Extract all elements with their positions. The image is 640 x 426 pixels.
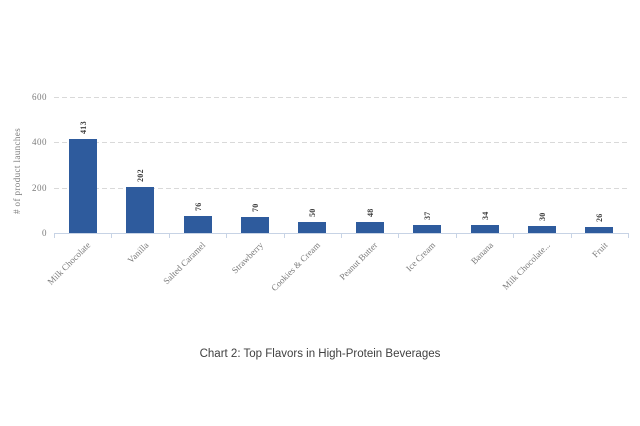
x-tick-mark <box>341 233 342 238</box>
x-category-label: Strawberry <box>229 240 265 276</box>
bar <box>413 224 442 233</box>
x-tick-mark <box>54 233 55 238</box>
y-axis-title: # of product launches <box>12 127 22 214</box>
x-tick-mark <box>513 233 515 238</box>
x-category-label: Salted Caramel <box>161 240 208 287</box>
bar <box>298 221 327 233</box>
x-category-label: Milk Chocolate... <box>500 240 552 292</box>
y-tick-label: 0 <box>42 228 47 238</box>
x-tick-mark <box>111 233 113 238</box>
bar-value-label: 70 <box>250 203 260 213</box>
chart-caption: Chart 2: Top Flavors in High-Protein Bev… <box>199 348 441 360</box>
x-tick-mark <box>398 233 400 238</box>
bar-value-label: 202 <box>136 169 146 183</box>
x-category-label: Cookies & Cream <box>269 240 323 294</box>
y-tick-label: 400 <box>32 137 47 148</box>
x-tick-mark <box>168 233 170 238</box>
bar <box>585 227 614 233</box>
bar <box>126 187 155 233</box>
x-tick-mark <box>283 233 285 238</box>
gridline <box>54 187 628 189</box>
x-tick-mark <box>570 233 572 238</box>
bar-value-label: 50 <box>308 208 318 217</box>
bar-value-label: 413 <box>78 121 88 135</box>
x-tick-mark <box>226 233 228 238</box>
bar <box>527 226 556 233</box>
x-category-label: Peanut Butter <box>337 240 380 282</box>
bar <box>68 139 97 233</box>
x-category-label: Banana <box>468 240 495 267</box>
y-tick-label: 600 <box>32 92 47 102</box>
x-tick-mark <box>455 233 457 238</box>
gridline <box>54 142 628 144</box>
x-category-label: Fruit <box>589 240 610 260</box>
bar <box>470 225 499 233</box>
bar-value-label: 26 <box>595 213 605 223</box>
bar-value-label: 34 <box>480 211 490 221</box>
bar-value-label: 30 <box>537 212 547 222</box>
bar-value-label: 76 <box>193 202 203 211</box>
gridline <box>54 97 628 98</box>
bar <box>355 222 384 233</box>
x-tick-mark <box>628 233 629 238</box>
x-category-label: Milk Chocolate <box>45 240 93 287</box>
bar-value-label: 48 <box>365 208 375 218</box>
bar <box>240 217 269 233</box>
x-category-label: Vanilla <box>125 240 151 266</box>
y-tick-label: 200 <box>32 182 47 193</box>
bar <box>183 215 212 233</box>
bar-value-label: 37 <box>423 211 433 220</box>
x-category-label: Ice Cream <box>403 240 438 274</box>
